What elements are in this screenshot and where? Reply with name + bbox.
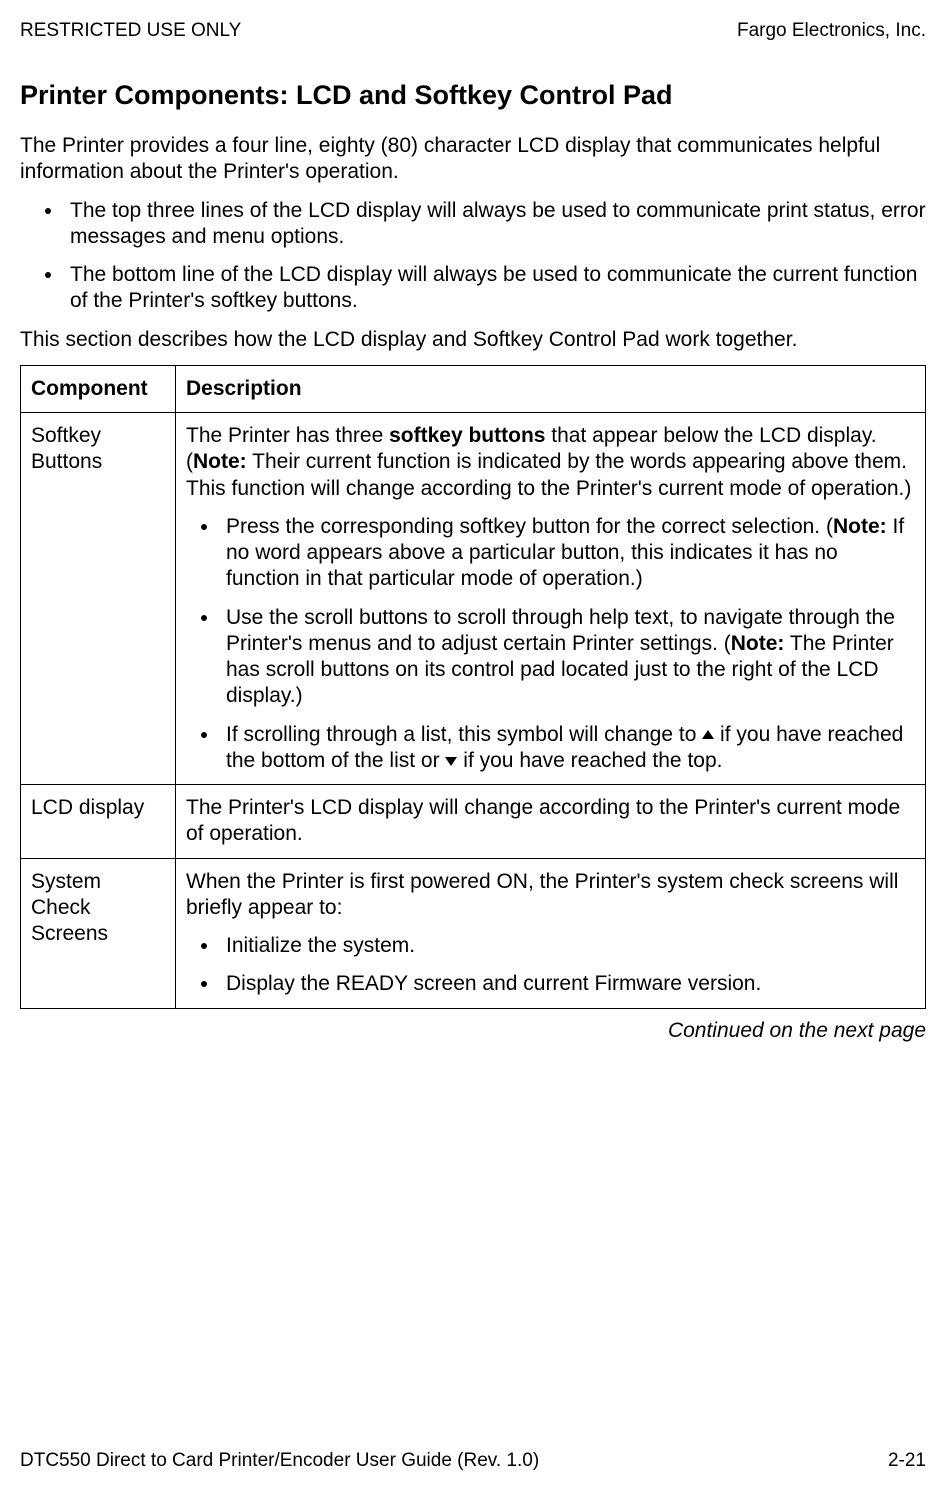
softkey-lead: The Printer has three softkey buttons th… [186,423,915,502]
list-item: Press the corresponding softkey button f… [220,514,915,593]
list-item: If scrolling through a list, this symbol… [220,722,915,775]
softkey-bullets: Press the corresponding softkey button f… [186,514,915,774]
triangle-up-icon [702,730,714,739]
intro-after: This section describes how the LCD displ… [20,327,926,353]
note-label: Note: [193,450,247,473]
cell-description: The Printer's LCD display will change ac… [176,785,926,859]
cell-component: Softkey Buttons [21,413,176,785]
intro-bullet: The top three lines of the LCD display w… [64,198,926,251]
table-header-component: Component [21,365,176,412]
cell-description: When the Printer is first powered ON, th… [176,858,926,1008]
table-header-row: Component Description [21,365,926,412]
list-item: Initialize the system. [220,933,915,959]
system-bullets: Initialize the system. Display the READY… [186,933,915,998]
table-row: System Check Screens When the Printer is… [21,858,926,1008]
bold-text: softkey buttons [389,424,545,447]
table-header-description: Description [176,365,926,412]
page: RESTRICTED USE ONLY Fargo Electronics, I… [0,0,946,1496]
footer-right: 2-21 [888,1450,926,1472]
note-label: Note: [731,632,785,655]
header-left: RESTRICTED USE ONLY [20,20,241,42]
table-row: LCD display The Printer's LCD display wi… [21,785,926,859]
page-footer: DTC550 Direct to Card Printer/Encoder Us… [20,1450,926,1472]
component-table: Component Description Softkey Buttons Th… [20,365,926,1009]
intro-paragraph: The Printer provides a four line, eighty… [20,133,926,186]
text: Press the corresponding softkey button f… [226,515,833,538]
section-title: Printer Components: LCD and Softkey Cont… [20,80,926,111]
triangle-down-icon [445,757,457,766]
text: if you have reached the top. [457,749,722,772]
list-item: Use the scroll buttons to scroll through… [220,605,915,710]
header-right: Fargo Electronics, Inc. [737,20,926,42]
continued-note: Continued on the next page [20,1019,926,1043]
text: Their current function is indicated by t… [186,450,911,499]
system-lead: When the Printer is first powered ON, th… [186,869,915,922]
footer-left: DTC550 Direct to Card Printer/Encoder Us… [20,1450,539,1472]
text: If scrolling through a list, this symbol… [226,723,702,746]
table-row: Softkey Buttons The Printer has three so… [21,413,926,785]
list-item: Display the READY screen and current Fir… [220,971,915,997]
intro-bullet-list: The top three lines of the LCD display w… [20,198,926,315]
cell-component: System Check Screens [21,858,176,1008]
intro-bullet: The bottom line of the LCD display will … [64,262,926,315]
cell-component: LCD display [21,785,176,859]
page-header: RESTRICTED USE ONLY Fargo Electronics, I… [20,20,926,42]
note-label: Note: [833,515,887,538]
text: The Printer has three [186,424,389,447]
cell-description: The Printer has three softkey buttons th… [176,413,926,785]
